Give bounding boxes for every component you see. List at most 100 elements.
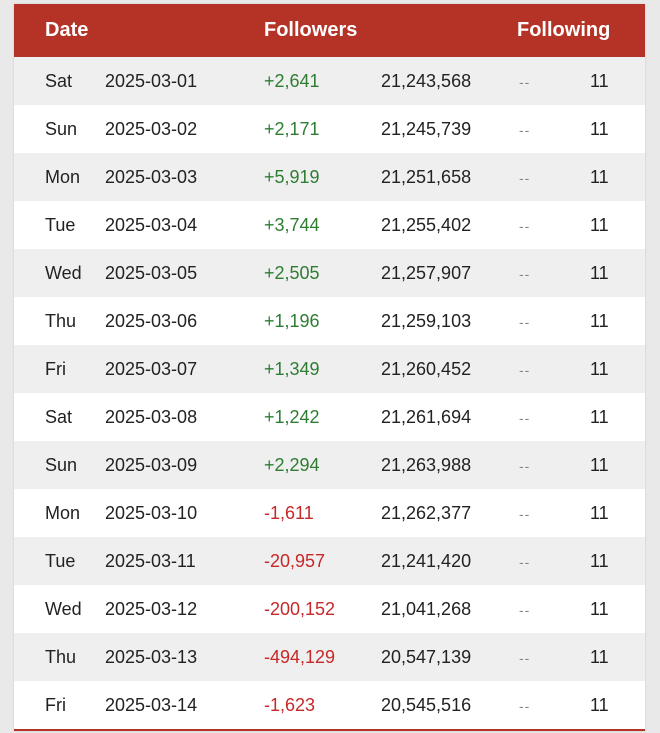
date-cell: 2025-03-02 <box>105 119 198 139</box>
follower-change-cell: +1,242 <box>264 407 320 427</box>
follower-change-cell: -1,623 <box>264 695 316 715</box>
follower-change-cell: -20,957 <box>264 551 326 571</box>
table-row: Thu 2025-03-06 +1,196 21,259,103 -- 11 <box>14 297 645 345</box>
day-cell: Thu <box>45 311 77 331</box>
following-count-cell: 11 <box>590 407 609 427</box>
day-cell: Sat <box>45 407 73 427</box>
following-count-cell: 11 <box>590 695 609 715</box>
table-body: Sat 2025-03-01 +2,641 21,243,568 -- 11 Sun 2025… <box>14 57 645 729</box>
day-cell: Mon <box>45 503 81 523</box>
follower-total-cell: 21,245,739 <box>381 119 472 139</box>
date-cell: 2025-03-01 <box>105 71 198 91</box>
day-cell: Wed <box>45 263 82 283</box>
following-count-cell: 11 <box>590 551 609 571</box>
table-row: Sun 2025-03-02 +2,171 21,245,739 -- 11 <box>14 105 645 153</box>
following-change-cell: -- <box>519 410 531 426</box>
following-change-cell: -- <box>519 122 531 138</box>
follower-change-cell: -494,129 <box>264 647 336 667</box>
day-cell: Wed <box>45 599 82 619</box>
following-change-cell: -- <box>519 602 531 618</box>
follower-total-cell: 21,041,268 <box>381 599 472 619</box>
date-cell: 2025-03-07 <box>105 359 198 379</box>
date-cell: 2025-03-11 <box>105 551 196 571</box>
following-change-cell: -- <box>519 314 531 330</box>
follower-change-cell: +2,505 <box>264 263 320 283</box>
follower-total-cell: 21,241,420 <box>381 551 472 571</box>
following-change-cell: -- <box>519 554 531 570</box>
followers-table: Date Followers Following Sat 2025-03-01 +2… <box>14 4 645 731</box>
follower-total-cell: 20,545,516 <box>381 695 472 715</box>
following-change-cell: -- <box>519 458 531 474</box>
table-row: Wed 2025-03-12 -200,152 21,041,268 -- 11 <box>14 585 645 633</box>
table-row: Tue 2025-03-04 +3,744 21,255,402 -- 11 <box>14 201 645 249</box>
follower-total-cell: 21,255,402 <box>381 215 472 235</box>
follower-total-cell: 21,243,568 <box>381 71 472 91</box>
date-cell: 2025-03-09 <box>105 455 198 475</box>
table-header: Date Followers Following <box>14 4 645 57</box>
follower-change-cell: +2,171 <box>264 119 320 139</box>
table-row: Wed 2025-03-05 +2,505 21,257,907 -- 11 <box>14 249 645 297</box>
follower-total-cell: 21,257,907 <box>381 263 472 283</box>
date-cell: 2025-03-10 <box>105 503 198 523</box>
following-count-cell: 11 <box>590 263 609 283</box>
date-cell: 2025-03-14 <box>105 695 198 715</box>
follower-change-cell: -1,611 <box>264 503 314 523</box>
follower-change-cell: +2,641 <box>264 71 320 91</box>
header-followers[interactable]: Followers <box>264 19 358 41</box>
day-cell: Fri <box>45 695 66 715</box>
table-row: Mon 2025-03-10 -1,611 21,262,377 -- 11 <box>14 489 645 537</box>
date-cell: 2025-03-05 <box>105 263 198 283</box>
date-cell: 2025-03-13 <box>105 647 198 667</box>
header-following[interactable]: Following <box>517 19 611 41</box>
following-change-cell: -- <box>519 650 531 666</box>
follower-change-cell: +5,919 <box>264 167 320 187</box>
follower-total-cell: 21,263,988 <box>381 455 472 475</box>
table-row: Fri 2025-03-14 -1,623 20,545,516 -- 11 <box>14 681 645 729</box>
follower-change-cell: -200,152 <box>264 599 336 619</box>
following-change-cell: -- <box>519 74 531 90</box>
following-count-cell: 11 <box>590 71 609 91</box>
follower-change-cell: +1,196 <box>264 311 320 331</box>
table-row: Tue 2025-03-11 -20,957 21,241,420 -- 11 <box>14 537 645 585</box>
day-cell: Tue <box>45 215 76 235</box>
day-cell: Fri <box>45 359 66 379</box>
following-change-cell: -- <box>519 362 531 378</box>
following-count-cell: 11 <box>590 167 609 187</box>
day-cell: Sun <box>45 119 78 139</box>
follower-total-cell: 21,260,452 <box>381 359 472 379</box>
table-row: Mon 2025-03-03 +5,919 21,251,658 -- 11 <box>14 153 645 201</box>
date-cell: 2025-03-03 <box>105 167 198 187</box>
table-row: Sun 2025-03-09 +2,294 21,263,988 -- 11 <box>14 441 645 489</box>
follower-change-cell: +3,744 <box>264 215 320 235</box>
follower-total-cell: 21,251,658 <box>381 167 472 187</box>
date-cell: 2025-03-08 <box>105 407 198 427</box>
day-cell: Tue <box>45 551 76 571</box>
date-cell: 2025-03-06 <box>105 311 198 331</box>
following-count-cell: 11 <box>590 119 609 139</box>
day-cell: Sun <box>45 455 78 475</box>
following-count-cell: 11 <box>590 599 609 619</box>
following-change-cell: -- <box>519 266 531 282</box>
following-count-cell: 11 <box>590 455 609 475</box>
follower-change-cell: +2,294 <box>264 455 320 475</box>
following-count-cell: 11 <box>590 311 609 331</box>
header-date[interactable]: Date <box>45 19 89 41</box>
day-cell: Thu <box>45 647 77 667</box>
following-count-cell: 11 <box>590 647 609 667</box>
follower-total-cell: 21,259,103 <box>381 311 472 331</box>
following-count-cell: 11 <box>590 359 609 379</box>
table-bottom-border <box>14 729 645 731</box>
date-cell: 2025-03-12 <box>105 599 198 619</box>
table-row: Sat 2025-03-08 +1,242 21,261,694 -- 11 <box>14 393 645 441</box>
table-row: Sat 2025-03-01 +2,641 21,243,568 -- 11 <box>14 57 645 105</box>
follower-change-cell: +1,349 <box>264 359 320 379</box>
table-row: Thu 2025-03-13 -494,129 20,547,139 -- 11 <box>14 633 645 681</box>
following-change-cell: -- <box>519 170 531 186</box>
date-cell: 2025-03-04 <box>105 215 198 235</box>
follower-total-cell: 21,262,377 <box>381 503 472 523</box>
following-change-cell: -- <box>519 506 531 522</box>
following-change-cell: -- <box>519 218 531 234</box>
follower-total-cell: 20,547,139 <box>381 647 472 667</box>
day-cell: Mon <box>45 167 81 187</box>
follower-total-cell: 21,261,694 <box>381 407 472 427</box>
